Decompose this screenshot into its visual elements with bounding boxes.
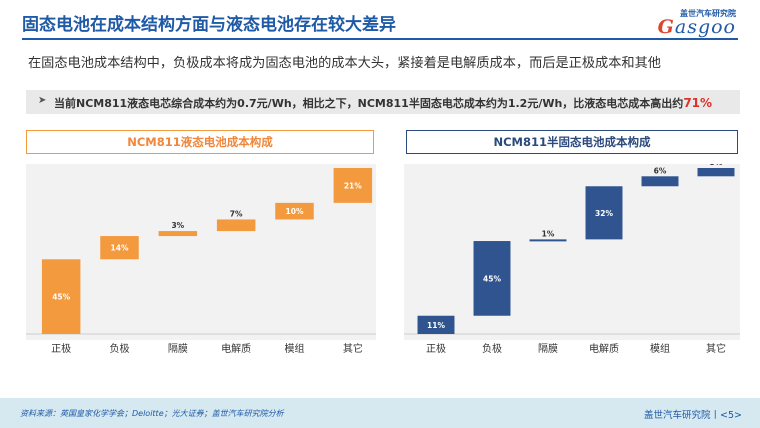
- bar-模组: [275, 202, 314, 220]
- liquid-cost-chart: 45% 正极 14% 负极 3% 隔膜 7% 电解质 10% 模组 21% 其它: [26, 164, 376, 355]
- chart-background: [26, 164, 376, 340]
- bar-隔膜: [529, 239, 567, 242]
- data-label: 3%: [171, 221, 184, 230]
- source-note: 资料来源：英国皇家化学学会；Deloitte；光大证券；盖世汽车研究院分析: [20, 409, 284, 418]
- semi-solid-chart-title: NCM811半固态电池成本构成: [406, 130, 738, 154]
- gasgoo-logo: 盖世汽车研究院 Gasgoo: [642, 8, 736, 40]
- bar-正极: [417, 315, 455, 334]
- data-label: 21%: [344, 181, 362, 190]
- category-label: 电解质: [589, 342, 619, 355]
- semi-solid-cost-chart: 11% 正极 45% 负极 1% 隔膜 32% 电解质 6% 模组 5% 其它: [404, 164, 740, 355]
- data-label: 5%: [710, 164, 723, 167]
- logo-wordmark: Gasgoo: [657, 16, 736, 38]
- page-number: 盖世汽车研究院丨<5>: [644, 410, 742, 421]
- category-label: 其它: [343, 342, 363, 355]
- category-label: 正极: [51, 342, 71, 355]
- liquid-chart-title: NCM811液态电池成本构成: [26, 130, 374, 154]
- bar-正极: [41, 259, 81, 334]
- category-label: 其它: [706, 342, 726, 355]
- summary-text: 在固态电池成本结构中，负极成本将成为固态电池的成本大头，紧接着是电解质成本，而后…: [28, 56, 661, 71]
- category-label: 模组: [285, 342, 305, 355]
- category-label: 模组: [650, 342, 670, 355]
- page-title: 固态电池在成本结构方面与液态电池存在较大差异: [22, 15, 396, 35]
- data-label: 45%: [52, 293, 70, 302]
- data-label: 45%: [483, 274, 501, 283]
- category-label: 正极: [426, 342, 446, 355]
- title-underline: [22, 38, 738, 40]
- callout-highlight: 71%: [683, 96, 713, 110]
- category-label: 负极: [110, 342, 130, 355]
- category-label: 隔膜: [538, 343, 558, 355]
- footer-bar: 资料来源：英国皇家化学学会；Deloitte；光大证券；盖世汽车研究院分析 盖世…: [0, 398, 760, 428]
- bar-负极: [100, 236, 139, 260]
- data-label: 10%: [286, 207, 304, 216]
- category-label: 负极: [482, 342, 502, 355]
- bar-负极: [473, 241, 511, 316]
- data-label: 32%: [595, 209, 613, 218]
- category-label: 隔膜: [168, 343, 188, 355]
- callout-box: ➤ 当前NCM811液态电芯综合成本约为0.7元/Wh，相比之下，NCM811半…: [26, 90, 740, 114]
- category-label: 电解质: [221, 342, 251, 355]
- callout-text: 当前NCM811液态电芯综合成本约为0.7元/Wh，相比之下，NCM811半固态…: [54, 96, 713, 110]
- bar-电解质: [585, 186, 623, 240]
- data-label: 11%: [427, 321, 445, 330]
- logo-caption: 盖世汽车研究院: [680, 9, 736, 18]
- bar-电解质: [216, 219, 256, 232]
- bar-其它: [333, 168, 373, 203]
- bar-模组: [641, 176, 679, 187]
- chart-background: [404, 164, 740, 340]
- arrow-bullet-icon: ➤: [38, 95, 47, 106]
- bar-隔膜: [158, 231, 198, 237]
- data-label: 1%: [542, 229, 555, 238]
- data-label: 14%: [111, 244, 129, 253]
- data-label: 6%: [654, 166, 667, 175]
- bar-其它: [697, 168, 735, 177]
- data-label: 7%: [230, 209, 243, 218]
